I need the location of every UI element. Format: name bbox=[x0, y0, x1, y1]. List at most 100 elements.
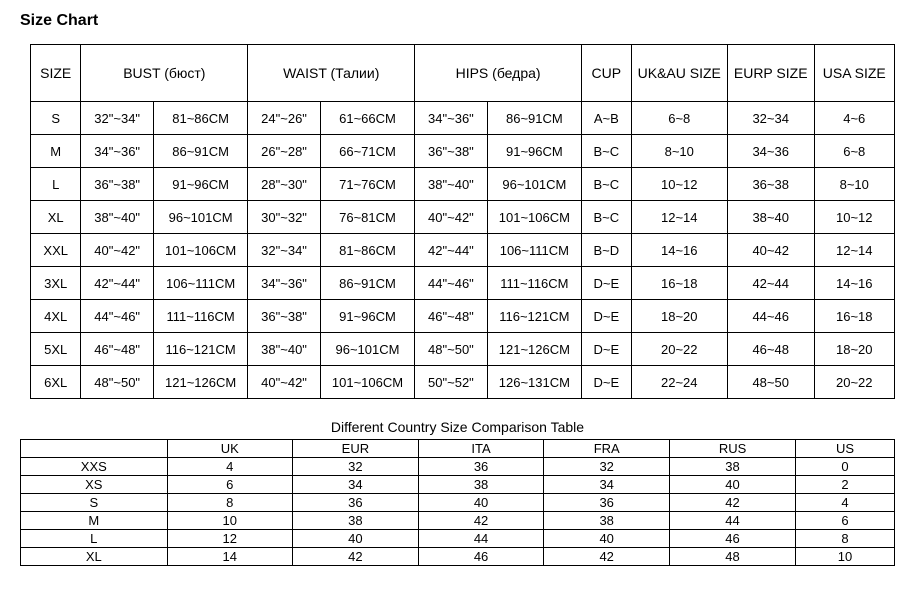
cell: 6 bbox=[795, 512, 894, 530]
cell: B~C bbox=[582, 168, 632, 201]
cell: 50"~52" bbox=[415, 366, 488, 399]
cell: 10 bbox=[167, 512, 292, 530]
cell: 81~86CM bbox=[320, 234, 414, 267]
comparison-title: Different Country Size Comparison Table bbox=[20, 419, 895, 435]
cell: 4~6 bbox=[814, 102, 894, 135]
th-size: SIZE bbox=[31, 45, 81, 102]
table-row: XL38"~40"96~101CM30"~32"76~81CM40"~42"10… bbox=[31, 201, 895, 234]
cell: 8~10 bbox=[631, 135, 727, 168]
comp-th: UK bbox=[167, 440, 292, 458]
cell: 101~106CM bbox=[487, 201, 581, 234]
cell: 40 bbox=[418, 494, 543, 512]
cell: 101~106CM bbox=[320, 366, 414, 399]
size-chart-table: SIZE BUST (бюст) WAIST (Талии) HIPS (бед… bbox=[30, 44, 895, 399]
cell: 106~111CM bbox=[487, 234, 581, 267]
cell: 14~16 bbox=[631, 234, 727, 267]
cell: 12 bbox=[167, 530, 292, 548]
cell: 32"~34" bbox=[248, 234, 321, 267]
cell: 38"~40" bbox=[415, 168, 488, 201]
cell: 24"~26" bbox=[248, 102, 321, 135]
cell: 20~22 bbox=[631, 333, 727, 366]
cell: 48"~50" bbox=[81, 366, 154, 399]
th-hips: HIPS (бедра) bbox=[415, 45, 582, 102]
cell: 36 bbox=[418, 458, 543, 476]
cell: 32"~34" bbox=[81, 102, 154, 135]
cell: XL bbox=[31, 201, 81, 234]
cell: 40 bbox=[670, 476, 796, 494]
cell: 126~131CM bbox=[487, 366, 581, 399]
cell: 91~96CM bbox=[153, 168, 247, 201]
cell: B~D bbox=[582, 234, 632, 267]
cell: 14 bbox=[167, 548, 292, 566]
cell: B~C bbox=[582, 135, 632, 168]
cell: 4 bbox=[167, 458, 292, 476]
cell: 86~91CM bbox=[487, 102, 581, 135]
cell: 48~50 bbox=[727, 366, 814, 399]
table-row: XXS4323632380 bbox=[21, 458, 895, 476]
cell: 91~96CM bbox=[320, 300, 414, 333]
cell: 34 bbox=[544, 476, 670, 494]
cell: 66~71CM bbox=[320, 135, 414, 168]
cell: 3XL bbox=[31, 267, 81, 300]
cell: 40"~42" bbox=[248, 366, 321, 399]
cell: 10~12 bbox=[631, 168, 727, 201]
cell: 34"~36" bbox=[248, 267, 321, 300]
cell: 10~12 bbox=[814, 201, 894, 234]
cell: XS bbox=[21, 476, 168, 494]
cell: 44 bbox=[418, 530, 543, 548]
th-uk: UK&AU SIZE bbox=[631, 45, 727, 102]
cell: 96~101CM bbox=[320, 333, 414, 366]
cell: 42 bbox=[418, 512, 543, 530]
cell: L bbox=[21, 530, 168, 548]
table-row: 3XL42"~44"106~111CM34"~36"86~91CM44"~46"… bbox=[31, 267, 895, 300]
cell: 46 bbox=[418, 548, 543, 566]
cell: 8~10 bbox=[814, 168, 894, 201]
cell: D~E bbox=[582, 333, 632, 366]
cell: 8 bbox=[167, 494, 292, 512]
cell: 86~91CM bbox=[153, 135, 247, 168]
cell: 6~8 bbox=[631, 102, 727, 135]
cell: 96~101CM bbox=[487, 168, 581, 201]
page-title: Size Chart bbox=[20, 12, 895, 30]
cell: 36"~38" bbox=[415, 135, 488, 168]
cell: 14~16 bbox=[814, 267, 894, 300]
cell: 44"~46" bbox=[415, 267, 488, 300]
cell: 38"~40" bbox=[248, 333, 321, 366]
cell: 36 bbox=[544, 494, 670, 512]
table-row: 4XL44"~46"111~116CM36"~38"91~96CM46"~48"… bbox=[31, 300, 895, 333]
table-row: S32"~34"81~86CM24"~26"61~66CM34"~36"86~9… bbox=[31, 102, 895, 135]
comp-th: EUR bbox=[292, 440, 418, 458]
cell: 40"~42" bbox=[81, 234, 154, 267]
cell: 111~116CM bbox=[487, 267, 581, 300]
cell: S bbox=[21, 494, 168, 512]
cell: 28"~30" bbox=[248, 168, 321, 201]
cell: 46 bbox=[670, 530, 796, 548]
cell: 38 bbox=[670, 458, 796, 476]
comp-th: RUS bbox=[670, 440, 796, 458]
cell: 44 bbox=[670, 512, 796, 530]
cell: 71~76CM bbox=[320, 168, 414, 201]
table-row: L36"~38"91~96CM28"~30"71~76CM38"~40"96~1… bbox=[31, 168, 895, 201]
cell: 2 bbox=[795, 476, 894, 494]
cell: B~C bbox=[582, 201, 632, 234]
cell: 8 bbox=[795, 530, 894, 548]
cell: 121~126CM bbox=[153, 366, 247, 399]
cell: 34 bbox=[292, 476, 418, 494]
cell: A~B bbox=[582, 102, 632, 135]
comp-th: ITA bbox=[418, 440, 543, 458]
cell: 106~111CM bbox=[153, 267, 247, 300]
cell: 46"~48" bbox=[415, 300, 488, 333]
cell: M bbox=[31, 135, 81, 168]
cell: 42"~44" bbox=[81, 267, 154, 300]
cell: 34"~36" bbox=[415, 102, 488, 135]
cell: 44"~46" bbox=[81, 300, 154, 333]
cell: 116~121CM bbox=[153, 333, 247, 366]
cell: 16~18 bbox=[631, 267, 727, 300]
cell: 6~8 bbox=[814, 135, 894, 168]
cell: 42~44 bbox=[727, 267, 814, 300]
cell: M bbox=[21, 512, 168, 530]
cell: 48 bbox=[670, 548, 796, 566]
cell: 38 bbox=[418, 476, 543, 494]
cell: 4XL bbox=[31, 300, 81, 333]
cell: 6XL bbox=[31, 366, 81, 399]
